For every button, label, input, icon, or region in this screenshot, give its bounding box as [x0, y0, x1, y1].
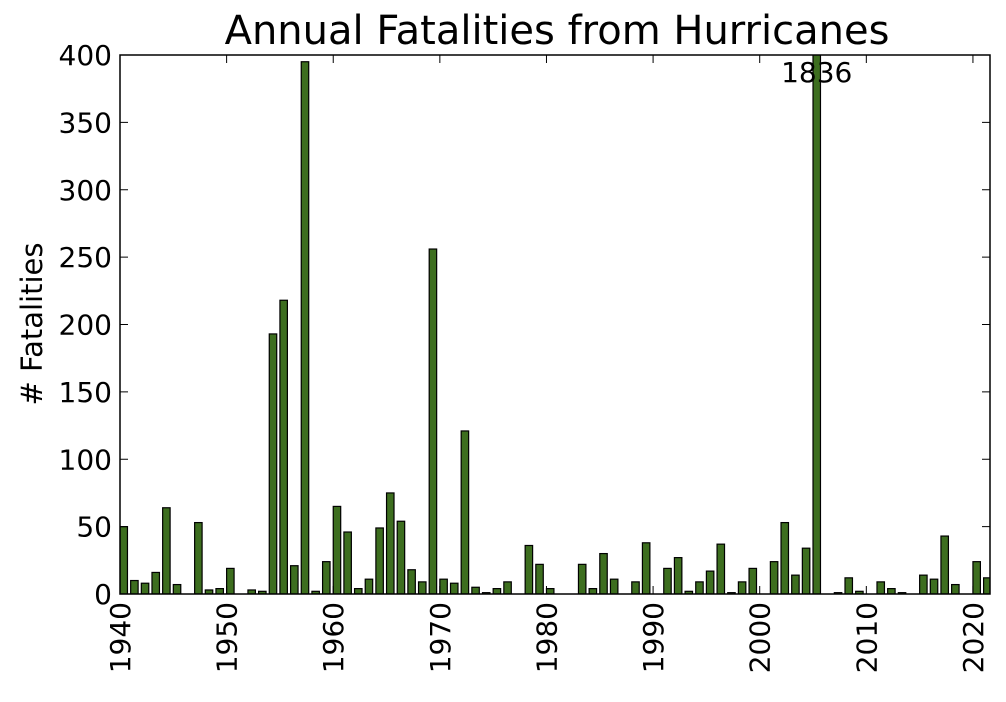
bar	[769, 561, 779, 594]
x-tick-label: 1960	[317, 602, 350, 673]
bar	[300, 61, 310, 594]
bar	[279, 299, 288, 594]
bar	[215, 588, 225, 594]
overflow-label: 1836	[781, 56, 852, 89]
bar	[663, 567, 672, 594]
bar	[268, 333, 278, 594]
bar	[524, 544, 534, 594]
bar	[417, 581, 427, 594]
bar	[705, 570, 715, 594]
bar	[151, 571, 161, 594]
bar	[801, 547, 811, 594]
bar	[599, 552, 608, 594]
bar	[194, 521, 203, 594]
bar	[120, 526, 129, 594]
y-tick-label: 200	[59, 309, 112, 342]
bar	[460, 430, 470, 594]
bar	[887, 588, 896, 594]
y-tick-label: 300	[59, 174, 112, 207]
bar	[140, 582, 150, 594]
bar	[535, 563, 544, 594]
bar	[471, 586, 480, 594]
bar	[130, 579, 139, 594]
bar	[940, 535, 950, 594]
chart-title: Annual Fatalities from Hurricanes	[225, 8, 890, 54]
x-tick-label: 1980	[530, 602, 563, 673]
bar	[748, 567, 758, 594]
bar	[396, 520, 406, 594]
bar	[631, 581, 640, 594]
bar	[439, 578, 448, 594]
bar	[673, 557, 683, 594]
bar	[972, 561, 982, 594]
x-tick-label: 1950	[211, 602, 244, 673]
bar	[844, 577, 854, 594]
bar	[983, 577, 990, 594]
bar	[428, 248, 438, 594]
bar	[588, 588, 598, 594]
bar	[737, 581, 747, 594]
bar	[695, 581, 704, 594]
bar	[321, 561, 331, 594]
bar	[407, 569, 416, 594]
bar	[449, 582, 459, 594]
x-tick-label: 2020	[957, 602, 990, 673]
bar	[716, 543, 726, 594]
bar	[812, 55, 822, 594]
bar	[162, 507, 171, 594]
bar	[332, 505, 342, 594]
bar	[375, 527, 384, 594]
bar	[951, 583, 960, 594]
y-tick-label: 100	[59, 443, 112, 476]
bars	[120, 55, 990, 594]
y-tick-label: 150	[59, 376, 112, 409]
bar	[289, 565, 299, 594]
y-tick-label: 250	[59, 241, 112, 274]
x-tick-label: 2000	[744, 602, 777, 673]
bar	[492, 588, 502, 594]
bar	[353, 588, 363, 594]
bar	[577, 563, 587, 594]
bar	[876, 581, 886, 594]
bar	[641, 542, 651, 594]
bar	[343, 531, 352, 594]
bar	[503, 581, 512, 594]
x-tick-label: 2010	[850, 602, 883, 673]
bar	[609, 578, 619, 594]
bar	[919, 574, 928, 594]
x-tick-label: 1970	[424, 602, 457, 673]
bar	[545, 588, 555, 594]
bar	[385, 492, 395, 594]
y-tick-label: 400	[59, 39, 112, 72]
x-tick-label: 1990	[637, 602, 670, 673]
bar	[780, 521, 790, 594]
y-axis-label: # Fatalities	[15, 243, 49, 406]
y-tick-label: 350	[59, 106, 112, 139]
bar	[929, 578, 939, 594]
bar	[226, 567, 235, 594]
y-tick-label: 50	[76, 511, 112, 544]
bar	[204, 589, 214, 594]
bar	[172, 583, 182, 594]
bar	[791, 574, 800, 594]
x-tick-label: 1940	[104, 602, 137, 673]
bar	[364, 578, 374, 594]
bar	[247, 589, 257, 594]
y-tick-label: 0	[94, 578, 112, 611]
plot-frame	[119, 54, 991, 595]
